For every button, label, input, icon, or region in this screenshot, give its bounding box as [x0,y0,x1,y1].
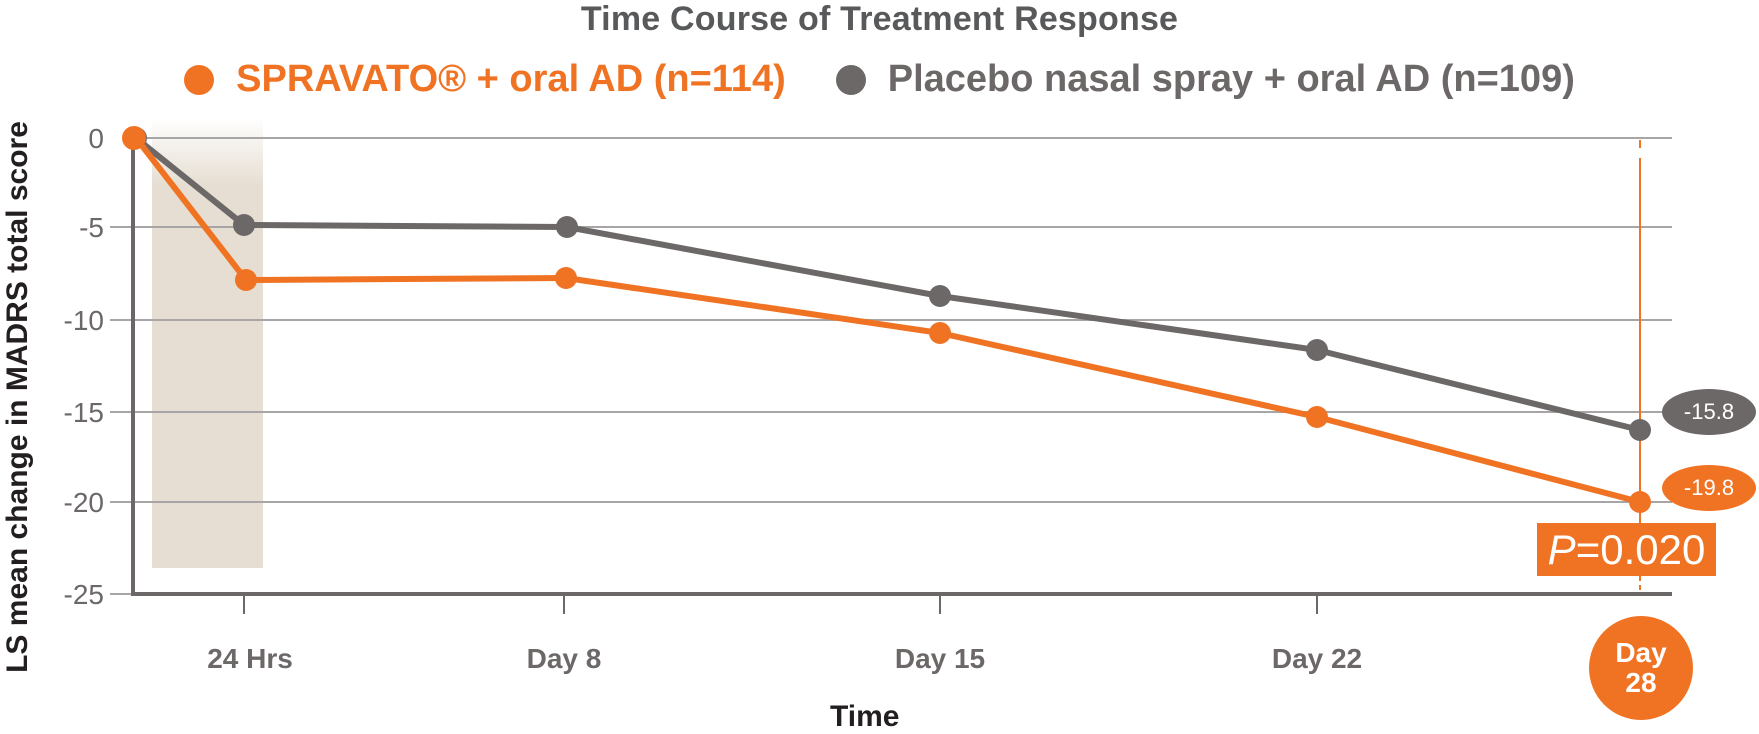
p-label: P [1547,525,1576,573]
p-value: =0.020 [1575,525,1706,573]
spravato-final-badge: -19.8 [1662,465,1756,511]
chart-title: Time Course of Treatment Response [580,0,1179,38]
series-spravato [122,126,1651,513]
gridlines [110,137,1672,595]
x-tick-labels: 24 Hrs Day 8 Day 15 Day 22 [207,643,1362,674]
series-placebo [125,127,1651,441]
legend-item-spravato: SPRAVATO® + oral AD (n=114) [184,58,786,101]
day28-tick-circle: Day 28 [1589,616,1693,720]
y-tick: -25 [64,579,104,610]
y-tick: -10 [64,305,104,336]
shaded-24h-region [152,118,263,568]
day28-line2: 28 [1625,667,1657,698]
spravato-final-value: -19.8 [1683,475,1735,500]
placebo-final-badge: -15.8 [1662,389,1756,435]
day28-line1: Day [1615,637,1667,668]
orange-dot-icon [184,64,215,95]
x-tick: Day 8 [527,643,602,674]
legend-label-spravato: SPRAVATO® + oral AD (n=114) [236,58,786,100]
x-tick: Day 22 [1272,643,1362,674]
x-ticks [243,596,1318,614]
legend-label-placebo: Placebo nasal spray + oral AD (n=109) [887,58,1575,100]
gray-dot-icon [835,64,866,95]
x-axis-label: Time [830,700,900,733]
y-tick: 0 [88,123,104,154]
y-tick-labels: 0 -5 -10 -15 -20 -25 [64,123,104,610]
placebo-final-value: -15.8 [1683,399,1735,424]
y-tick: -5 [79,212,104,243]
legend-item-placebo: Placebo nasal spray + oral AD (n=109) [835,58,1575,101]
x-tick: 24 Hrs [207,643,293,674]
p-value-box: P =0.020 [1537,523,1716,576]
legend: SPRAVATO® + oral AD (n=114) Placebo nasa… [0,58,1759,101]
x-tick: Day 15 [895,643,985,674]
y-tick: -15 [64,397,104,428]
y-tick: -20 [64,487,104,518]
